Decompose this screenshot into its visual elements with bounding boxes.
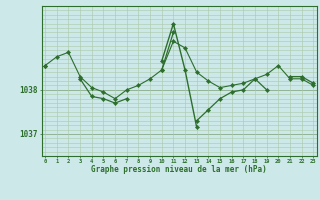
X-axis label: Graphe pression niveau de la mer (hPa): Graphe pression niveau de la mer (hPa)	[91, 165, 267, 174]
